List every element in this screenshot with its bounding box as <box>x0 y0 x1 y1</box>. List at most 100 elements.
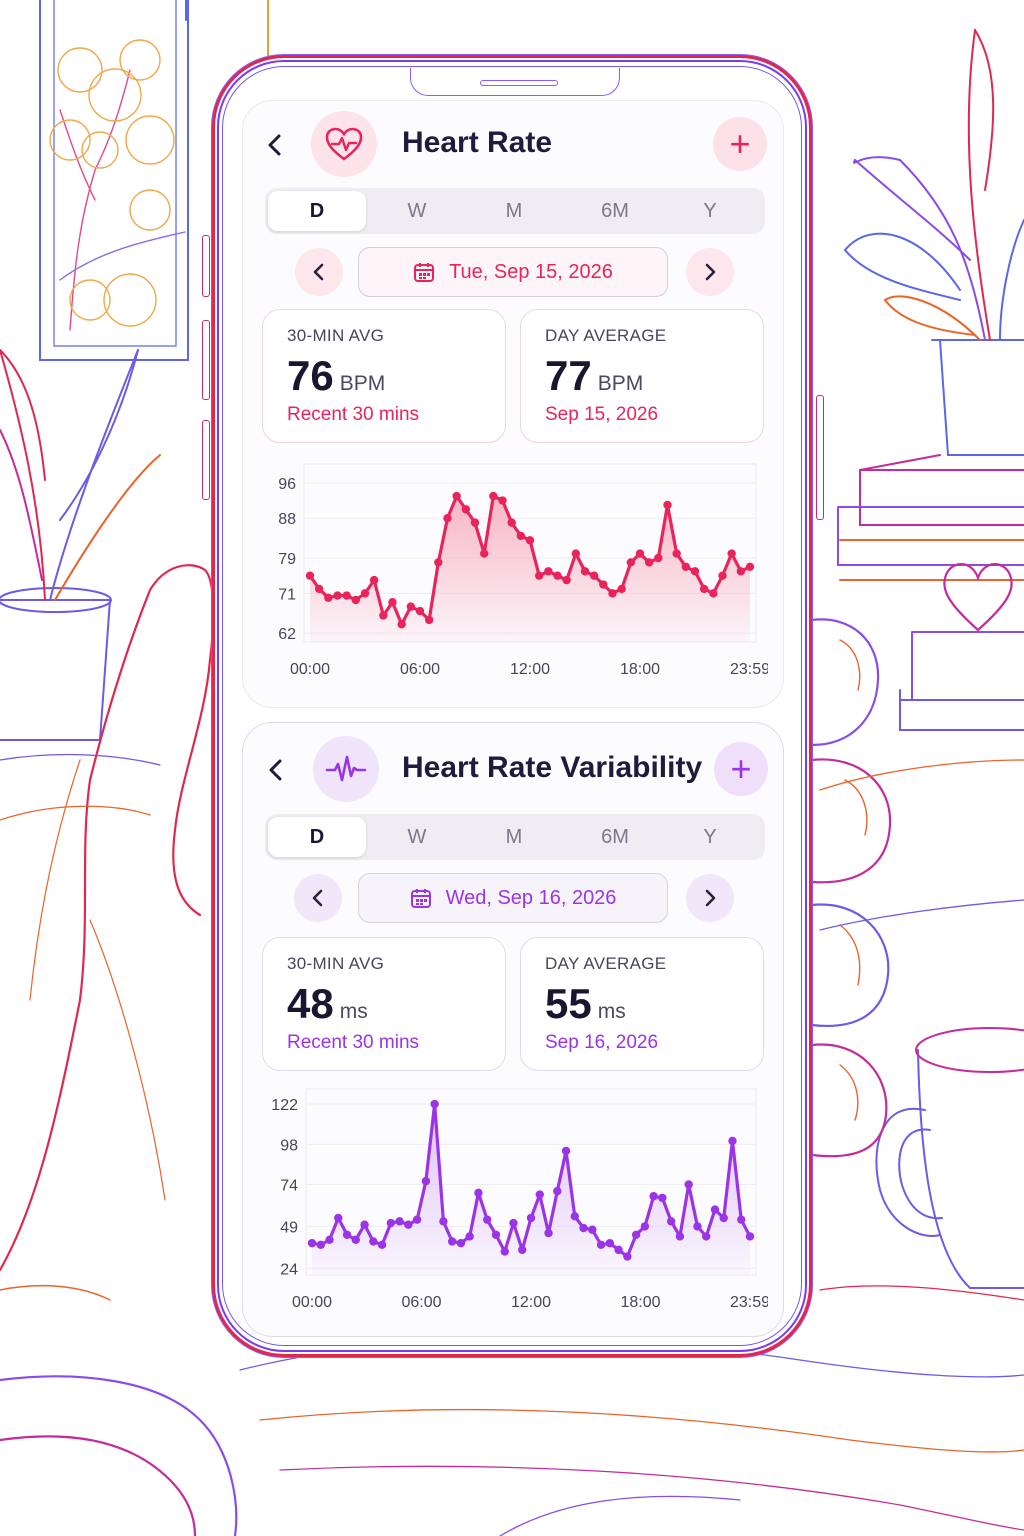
x-tick-label: 18:00 <box>620 661 660 678</box>
data-point <box>710 1205 720 1214</box>
data-point <box>388 598 397 607</box>
data-point <box>334 1213 343 1223</box>
data-point <box>684 1180 693 1189</box>
hand-illustration <box>0 564 892 1536</box>
hrv-chart: 24 49 74 98 122 00:00 06:00 12:00 18:00 23:59 <box>271 1088 768 1311</box>
data-point <box>404 1220 413 1229</box>
data-point <box>526 1213 536 1223</box>
data-point <box>424 615 434 625</box>
data-point <box>461 505 471 514</box>
data-point <box>719 1213 728 1223</box>
tab-day[interactable]: D <box>268 817 366 857</box>
data-point <box>693 1222 702 1231</box>
heart-rate-chart: 62 71 79 88 96 00:00 06:00 12:00 18:00 23:59 <box>278 463 768 678</box>
left-plant-illustration <box>0 349 161 741</box>
y-tick-label: 79 <box>278 551 296 568</box>
data-point <box>535 1190 544 1199</box>
data-point <box>728 1136 737 1146</box>
mug-illustration <box>875 1027 1024 1289</box>
data-point <box>434 558 443 567</box>
waveform-icon <box>313 736 379 802</box>
data-point <box>709 589 718 598</box>
right-plant-illustration <box>843 29 1024 456</box>
data-point <box>369 1237 378 1246</box>
calendar-icon <box>414 263 435 282</box>
data-point <box>397 620 406 629</box>
x-tick-label: 06:00 <box>400 661 440 678</box>
data-point <box>666 1217 676 1226</box>
back-button[interactable] <box>260 130 290 160</box>
data-point <box>544 567 553 576</box>
tab-year[interactable]: Y <box>703 825 717 848</box>
volume-up-button <box>202 235 210 297</box>
data-point <box>314 584 324 594</box>
chevron-left-icon <box>313 263 324 281</box>
data-point <box>626 558 636 567</box>
plus-icon: + <box>730 748 752 789</box>
selected-date: Wed, Sep 16, 2026 <box>445 886 617 909</box>
y-tick-label: 49 <box>280 1219 298 1236</box>
date-picker[interactable]: Wed, Sep 16, 2026 <box>358 873 668 923</box>
data-point <box>745 562 755 572</box>
data-point <box>654 553 663 563</box>
data-point <box>395 1217 404 1226</box>
tab-6-months[interactable]: 6M <box>601 825 629 848</box>
tab-year[interactable]: Y <box>703 199 717 222</box>
page-title: Heart Rate Variability <box>402 751 703 784</box>
calendar-icon <box>410 889 431 908</box>
data-point <box>305 571 315 580</box>
data-point <box>379 611 388 620</box>
phone-screen-border <box>222 66 802 1346</box>
data-point <box>534 571 544 580</box>
stat-subtitle: Recent 30 mins <box>287 1032 420 1053</box>
add-button[interactable]: + <box>714 742 768 796</box>
stat-value: 77 BPM <box>545 352 644 399</box>
stat-label: DAY AVERAGE <box>545 954 667 973</box>
data-point <box>635 549 645 558</box>
data-point <box>599 580 608 589</box>
tab-month[interactable]: M <box>505 825 523 848</box>
data-point <box>360 1220 369 1229</box>
stat-value: 55 ms <box>545 980 626 1027</box>
phone-notch <box>410 68 620 96</box>
next-day-button[interactable] <box>686 874 734 922</box>
tab-week[interactable]: W <box>407 825 427 848</box>
data-point <box>324 593 333 602</box>
stat-30min-avg: 30-MIN AVG 48 ms Recent 30 mins <box>262 937 506 1071</box>
tab-month[interactable]: M <box>505 199 523 222</box>
x-tick-label: 12:00 <box>511 1294 551 1311</box>
volume-down-button <box>202 320 210 400</box>
previous-day-button[interactable] <box>294 874 342 922</box>
previous-day-button[interactable] <box>295 248 343 296</box>
add-button[interactable]: + <box>713 117 767 171</box>
back-button[interactable] <box>261 755 291 785</box>
x-tick-label: 18:00 <box>620 1294 660 1311</box>
data-point <box>518 1245 527 1255</box>
tab-week[interactable]: W <box>407 199 427 222</box>
tab-day[interactable]: D <box>268 191 366 231</box>
y-tick-label: 98 <box>280 1137 298 1154</box>
date-picker[interactable]: Tue, Sep 15, 2026 <box>358 247 668 297</box>
tab-6-months[interactable]: 6M <box>601 199 629 222</box>
y-tick-label: 62 <box>278 626 296 643</box>
chevron-left-icon <box>269 759 282 781</box>
data-point <box>360 589 370 598</box>
data-point <box>617 584 626 594</box>
data-point <box>500 1247 509 1256</box>
data-point <box>588 1225 597 1234</box>
stat-30min-avg: 30-MIN AVG 76 BPM Recent 30 mins <box>262 309 506 443</box>
data-point <box>737 1215 746 1224</box>
data-point <box>579 1223 588 1233</box>
data-point <box>452 491 461 501</box>
data-point <box>580 567 590 576</box>
stat-value: 76 BPM <box>287 352 386 399</box>
books-illustration <box>837 454 1024 731</box>
series-area <box>312 1104 750 1275</box>
next-day-button[interactable] <box>686 248 734 296</box>
data-point <box>631 1230 641 1239</box>
data-point <box>525 536 535 545</box>
data-point <box>412 1215 422 1224</box>
data-point <box>509 1218 518 1228</box>
chevron-right-icon <box>705 889 716 907</box>
tree-illustration <box>49 39 186 331</box>
